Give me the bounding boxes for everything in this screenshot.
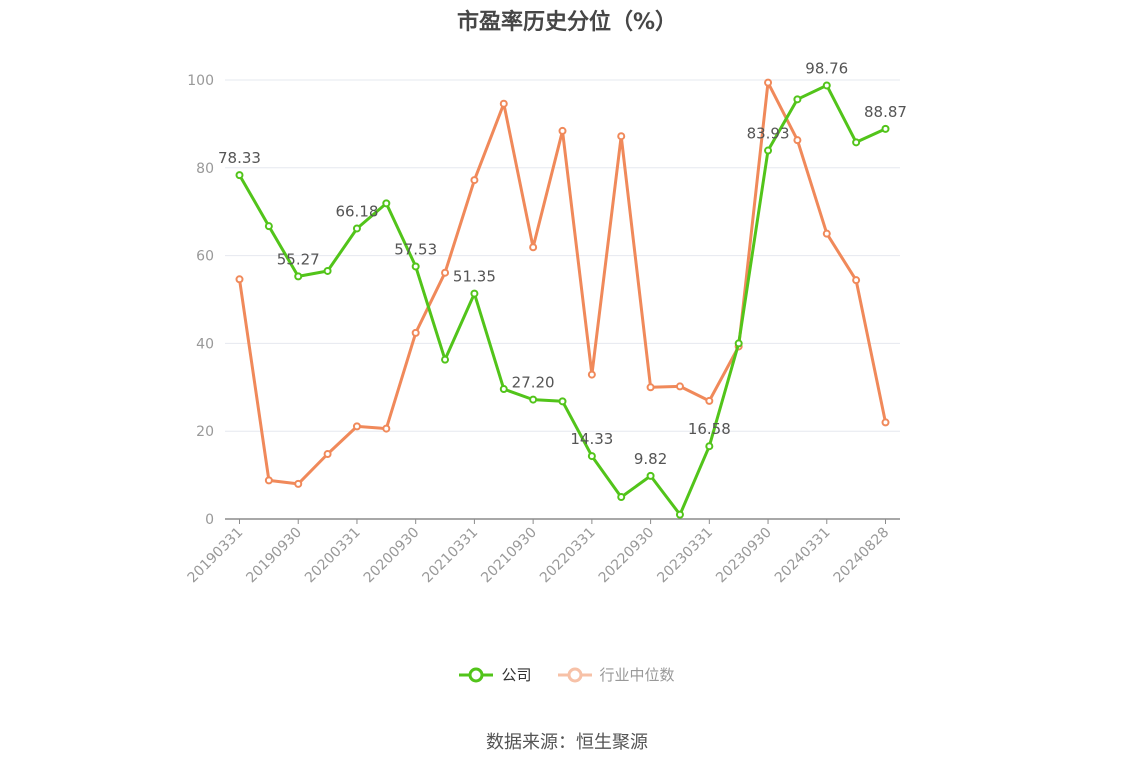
data-point-industry-20220331 bbox=[587, 370, 596, 379]
data-point-company-20211231 bbox=[558, 397, 567, 406]
data-point-industry-20230331 bbox=[705, 396, 714, 405]
x-tick-label-20190930: 20190930 bbox=[243, 525, 305, 587]
x-tick-label-20220930: 20220930 bbox=[596, 525, 658, 587]
y-tick-label-40: 40 bbox=[196, 336, 214, 352]
x-tick-label-20210331: 20210331 bbox=[420, 525, 482, 587]
data-point-industry-20210930 bbox=[529, 243, 538, 252]
x-tick-label-20230331: 20230331 bbox=[654, 525, 716, 587]
data-point-company-20231231 bbox=[793, 95, 802, 104]
data-point-industry-20201231 bbox=[441, 268, 450, 277]
data-point-industry-20240331 bbox=[822, 229, 831, 238]
legend-item-industry[interactable]: 行业中位数 bbox=[557, 664, 675, 685]
y-tick-label-20: 20 bbox=[196, 424, 214, 440]
data-label-20220331: 14.33 bbox=[570, 430, 613, 448]
data-label-20240331: 98.76 bbox=[805, 59, 848, 77]
data-point-industry-20211231 bbox=[558, 126, 567, 135]
data-point-company-20190930 bbox=[294, 272, 303, 281]
series-lines bbox=[235, 78, 890, 519]
data-point-company-20240331 bbox=[822, 81, 831, 90]
data-point-company-20220930 bbox=[646, 471, 655, 480]
data-point-industry-20220630 bbox=[617, 132, 626, 141]
data-point-industry-20221231 bbox=[675, 382, 684, 391]
data-label-20210930: 27.20 bbox=[512, 374, 555, 392]
data-point-industry-20240630 bbox=[852, 276, 861, 285]
x-tick-label-20240828: 20240828 bbox=[831, 525, 893, 587]
data-point-company-20200331 bbox=[352, 224, 361, 233]
data-point-industry-20210331 bbox=[470, 176, 479, 185]
data-point-industry-20200930 bbox=[411, 328, 420, 337]
data-point-industry-20231231 bbox=[793, 136, 802, 145]
data-point-company-20240630 bbox=[852, 138, 861, 147]
data-point-company-20200630 bbox=[382, 199, 391, 208]
data-point-company-20191231 bbox=[323, 266, 332, 275]
data-point-company-20210930 bbox=[529, 395, 538, 404]
data-label-20230930: 83.93 bbox=[747, 125, 790, 143]
data-point-company-20190630 bbox=[264, 222, 273, 231]
x-tick-label-20210930: 20210930 bbox=[478, 525, 540, 587]
y-tick-label-60: 60 bbox=[196, 249, 214, 265]
data-source: 数据来源：恒生聚源 bbox=[486, 732, 648, 753]
data-label-20220930: 9.82 bbox=[634, 450, 667, 468]
series-line-industry bbox=[238, 81, 887, 486]
data-label-20200331: 66.18 bbox=[335, 202, 378, 220]
x-tick-label-20200331: 20200331 bbox=[302, 525, 364, 587]
series-line-company bbox=[238, 83, 887, 517]
data-label-20190331: 78.33 bbox=[218, 149, 261, 167]
data-label-20200930: 57.53 bbox=[394, 240, 437, 258]
x-tick-label-20220331: 20220331 bbox=[537, 525, 599, 587]
legend-label-industry: 行业中位数 bbox=[599, 666, 675, 684]
data-point-industry-20220930 bbox=[646, 383, 655, 392]
y-tick-label-0: 0 bbox=[205, 512, 214, 528]
data-point-industry-20200331 bbox=[352, 422, 361, 431]
y-tick-label-100: 100 bbox=[187, 73, 214, 89]
data-point-company-20230331 bbox=[705, 442, 714, 451]
data-point-company-20190331 bbox=[235, 171, 244, 180]
legend-industry-marker-icon bbox=[557, 667, 592, 682]
data-point-industry-20210630 bbox=[499, 99, 508, 108]
line-chart: 0 20 40 60 80 100 2019033120190930202003312020… bbox=[185, 59, 907, 586]
legend-item-company[interactable]: 公司 bbox=[459, 664, 532, 685]
x-tick-label-20240331: 20240331 bbox=[772, 525, 834, 587]
x-tick-label-20200930: 20200930 bbox=[361, 525, 423, 587]
data-point-industry-20200630 bbox=[382, 424, 391, 433]
data-label-20240828: 88.87 bbox=[864, 103, 907, 121]
data-point-industry-20190331 bbox=[235, 275, 244, 284]
axes: 0 20 40 60 80 100 2019033120190930202003312020… bbox=[185, 73, 900, 586]
data-point-industry-20191231 bbox=[323, 450, 332, 459]
data-point-company-20200930 bbox=[411, 262, 420, 271]
data-label-20230331: 16.58 bbox=[688, 420, 731, 438]
legend-label-company: 公司 bbox=[501, 666, 532, 684]
chart-title: 市盈率历史分位（%） bbox=[456, 10, 678, 35]
data-point-company-20240828 bbox=[881, 124, 890, 133]
data-point-company-20210630 bbox=[499, 385, 508, 394]
data-point-industry-20230930 bbox=[764, 78, 773, 87]
data-label-20210331: 51.35 bbox=[453, 268, 496, 286]
x-tick-label-20230930: 20230930 bbox=[713, 525, 775, 587]
data-point-company-20230630 bbox=[734, 339, 743, 348]
data-point-industry-20190930 bbox=[294, 479, 303, 488]
legend: 公司 行业中位数 bbox=[0, 664, 1134, 685]
x-tick-label-20190331: 20190331 bbox=[185, 525, 247, 587]
legend-company-marker-icon bbox=[459, 667, 494, 682]
data-point-company-20210331 bbox=[470, 289, 479, 298]
data-point-industry-20190630 bbox=[264, 476, 273, 485]
data-point-company-20230930 bbox=[764, 146, 773, 155]
data-label-20190930: 55.27 bbox=[277, 250, 320, 268]
data-point-company-20220331 bbox=[587, 452, 596, 461]
data-point-company-20201231 bbox=[441, 355, 450, 364]
data-point-company-20220630 bbox=[617, 493, 626, 502]
data-point-industry-20240828 bbox=[881, 418, 890, 427]
data-labels: 78.33 55.27 66.18 57.53 51.35 27.20 14.33 9.82 1… bbox=[218, 59, 907, 467]
y-tick-label-80: 80 bbox=[196, 161, 214, 177]
data-point-company-20221231 bbox=[675, 510, 684, 519]
